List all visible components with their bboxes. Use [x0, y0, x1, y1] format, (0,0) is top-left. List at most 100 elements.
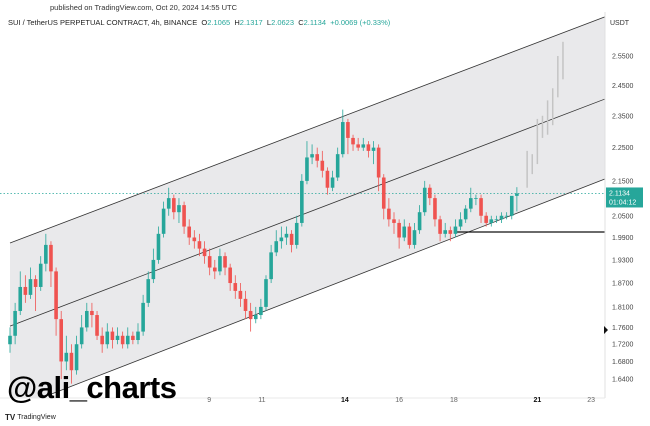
candle-body	[197, 241, 202, 249]
candle-body	[289, 233, 294, 245]
x-tick-label: 23	[587, 397, 595, 404]
tradingview-logo-icon: TV	[5, 413, 16, 422]
candle	[346, 118, 350, 155]
axis-marker-icon	[604, 326, 608, 334]
channel-fill	[10, 16, 605, 398]
candle	[259, 298, 263, 320]
candle	[376, 144, 381, 192]
candle-body	[54, 271, 58, 320]
candle	[274, 230, 279, 257]
candle	[330, 170, 335, 192]
candle-body	[59, 319, 63, 362]
candle-body	[294, 222, 299, 245]
candle-body	[187, 226, 191, 238]
candle	[479, 194, 483, 223]
candle-body	[417, 212, 422, 231]
candle	[125, 327, 130, 349]
candle-body	[351, 137, 355, 145]
candle-body	[115, 335, 120, 340]
candle	[248, 302, 253, 332]
plot-area	[0, 16, 605, 398]
candle	[443, 222, 447, 238]
candle	[23, 275, 28, 303]
y-tick-label: 1.6400	[612, 377, 634, 384]
candle-body	[412, 230, 417, 245]
candle-body	[33, 279, 38, 287]
candle-body	[428, 187, 432, 199]
candle-body	[458, 219, 463, 227]
candle-body	[172, 198, 176, 213]
brand-label: TradingView	[17, 414, 56, 421]
candle	[494, 215, 499, 223]
author-watermark: @ali_charts	[7, 370, 177, 405]
candle-body	[284, 233, 289, 238]
candle	[141, 294, 145, 336]
candle	[453, 219, 458, 238]
candle-body	[38, 263, 43, 287]
candle-body	[136, 331, 140, 340]
channel-line-upper	[9, 16, 605, 244]
candle-body	[499, 215, 504, 220]
candle-body	[18, 286, 23, 311]
y-tick-label: 1.7200	[612, 342, 634, 349]
candle	[412, 222, 417, 249]
candle-body	[489, 219, 494, 223]
candle	[341, 109, 345, 158]
x-tick-label: 9	[207, 397, 211, 404]
candle-body	[371, 147, 376, 151]
candle-body	[407, 226, 412, 245]
candle-body	[315, 154, 319, 161]
x-tick-label: 18	[450, 397, 458, 404]
candle	[197, 233, 202, 257]
candle	[105, 323, 110, 349]
candle	[315, 147, 319, 168]
candle-body	[233, 283, 238, 291]
candle	[187, 219, 191, 245]
candle	[269, 244, 273, 284]
candle	[397, 219, 401, 249]
close-value: 2.1134	[303, 18, 327, 27]
candle	[136, 323, 140, 345]
currency-label: USDT	[610, 20, 630, 27]
candle	[325, 167, 330, 195]
y-tick-label: 1.9900	[612, 235, 634, 242]
y-tick-label: 1.7600	[612, 325, 634, 332]
candle	[228, 263, 232, 291]
x-tick-label: 21	[533, 397, 541, 404]
candle	[392, 212, 396, 234]
candle	[44, 233, 48, 272]
candle	[294, 215, 299, 249]
candle-body	[253, 315, 258, 320]
candle	[74, 335, 79, 375]
candle-body	[192, 237, 197, 242]
candle	[85, 302, 89, 332]
y-tick-label: 1.9300	[612, 257, 634, 264]
candle	[13, 302, 17, 345]
candle-body	[515, 193, 519, 196]
candle	[356, 137, 360, 151]
candle-body	[402, 226, 407, 238]
candle-body	[463, 208, 468, 220]
candle-body	[448, 230, 453, 234]
candle	[151, 248, 156, 284]
candle	[95, 310, 99, 340]
candle	[458, 212, 463, 231]
candle	[100, 327, 104, 353]
candle-body	[202, 248, 207, 257]
channel-line-middle	[9, 98, 605, 327]
candle-body	[474, 198, 478, 199]
candle	[284, 226, 289, 245]
candle-body	[218, 256, 222, 272]
candle-body	[509, 195, 514, 216]
candle-body	[13, 310, 17, 336]
change-value: +0.0069 (+0.33%)	[330, 18, 391, 27]
y-tick-label: 2.5500	[612, 54, 634, 61]
x-tick-label: 14	[341, 397, 349, 404]
candle-body	[479, 198, 483, 216]
tradingview-brand[interactable]: TV TradingView	[5, 413, 56, 422]
candle-body	[243, 298, 248, 311]
candle-body	[223, 256, 227, 268]
candle-body	[494, 219, 499, 221]
candle-body	[264, 279, 268, 307]
